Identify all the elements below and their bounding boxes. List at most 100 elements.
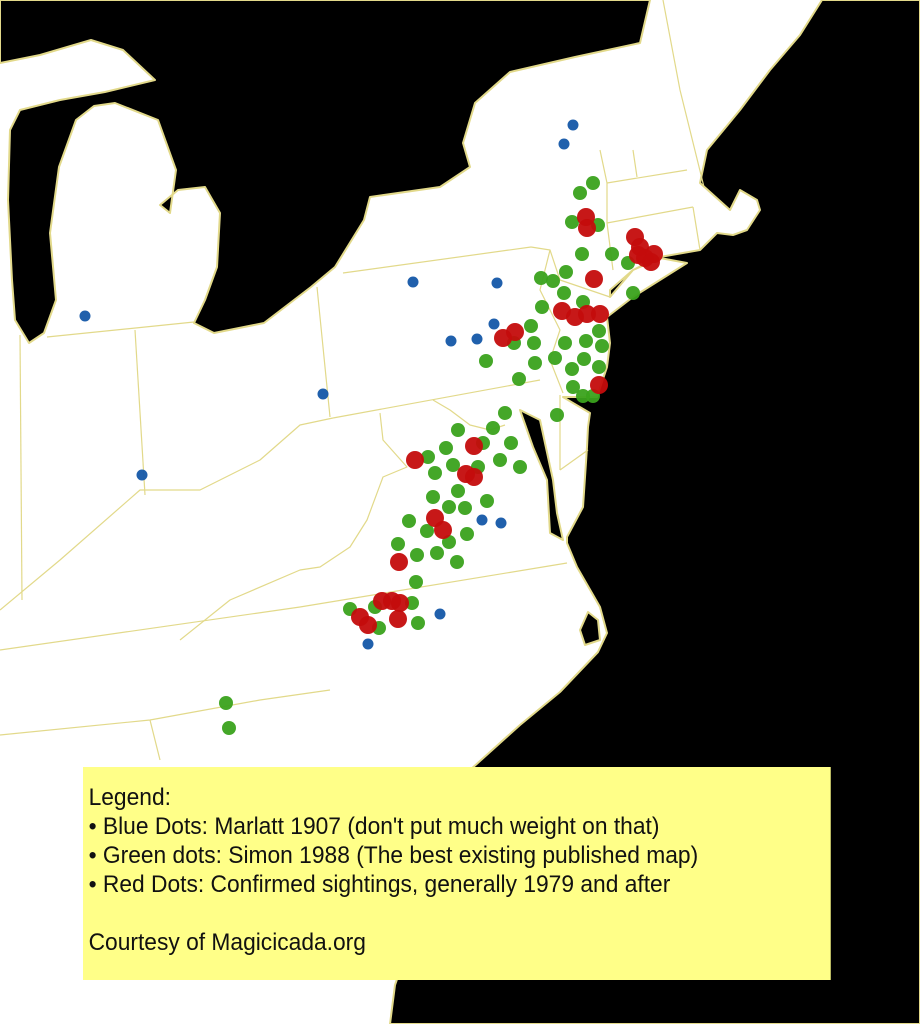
green-dot <box>442 500 456 514</box>
state-border <box>46 321 195 338</box>
green-dot <box>576 389 590 403</box>
green-dot <box>559 265 573 279</box>
state-border <box>692 206 701 251</box>
blue-dot <box>471 333 483 345</box>
state-border <box>149 719 161 761</box>
red-dot <box>578 305 596 323</box>
green-dot <box>411 616 425 630</box>
green-dot <box>546 274 560 288</box>
blue-dot <box>558 138 570 150</box>
red-dot <box>406 451 424 469</box>
state-border <box>134 329 146 496</box>
blue-dot <box>317 388 329 400</box>
green-dot <box>504 436 518 450</box>
green-dot <box>513 460 527 474</box>
green-dot <box>548 351 562 365</box>
blue-dot <box>79 310 91 322</box>
red-dot <box>590 376 608 394</box>
state-border <box>606 206 694 224</box>
state-border <box>0 562 568 651</box>
green-dot <box>575 247 589 261</box>
legend-credit: Courtesy of Magicicada.org <box>88 929 366 956</box>
state-border <box>662 0 705 188</box>
green-dot <box>426 490 440 504</box>
blue-dot <box>488 318 500 330</box>
green-dot <box>446 458 460 472</box>
green-dot <box>527 336 541 350</box>
dots-layer <box>79 119 663 735</box>
legend-item-green: • Green dots: Simon 1988 (The best exist… <box>88 842 699 869</box>
blue-dot <box>136 469 148 481</box>
blue-dot <box>495 517 507 529</box>
green-dot <box>557 286 571 300</box>
green-dot <box>550 408 564 422</box>
pamlico-sound <box>579 611 601 646</box>
state-border <box>559 449 589 471</box>
green-dot <box>460 527 474 541</box>
state-border <box>632 149 638 178</box>
blue-dot <box>476 514 488 526</box>
green-dot <box>450 555 464 569</box>
state-border <box>342 246 532 274</box>
green-dot <box>391 537 405 551</box>
legend-item-red: • Red Dots: Confirmed sightings, general… <box>88 871 671 898</box>
green-dot <box>524 319 538 333</box>
green-dot <box>451 423 465 437</box>
legend-item-blue: • Blue Dots: Marlatt 1907 (don't put muc… <box>88 813 660 840</box>
green-dot <box>595 339 609 353</box>
red-dot <box>465 437 483 455</box>
green-dot <box>534 271 548 285</box>
green-dot <box>558 336 572 350</box>
green-dot <box>626 286 640 300</box>
green-dot <box>479 354 493 368</box>
state-border <box>179 412 408 641</box>
blue-dot <box>407 276 419 288</box>
green-dot <box>409 575 423 589</box>
green-dot <box>605 247 619 261</box>
blue-dot <box>434 608 446 620</box>
red-dot <box>585 270 603 288</box>
state-border <box>19 334 23 601</box>
red-dot <box>494 329 512 347</box>
green-dot <box>486 421 500 435</box>
state-border <box>332 379 541 419</box>
green-dot <box>586 176 600 190</box>
state-border <box>530 246 611 298</box>
state-border <box>606 169 688 184</box>
red-dot <box>629 246 647 264</box>
green-dot <box>573 186 587 200</box>
green-dot <box>428 466 442 480</box>
green-dot <box>512 372 526 386</box>
green-dot <box>420 524 434 538</box>
blue-dot <box>567 119 579 131</box>
green-dot <box>565 215 579 229</box>
green-dot <box>402 514 416 528</box>
state-border <box>599 149 614 271</box>
green-dot <box>528 356 542 370</box>
green-dot <box>410 548 424 562</box>
state-border <box>0 689 331 736</box>
green-dot <box>498 406 512 420</box>
blue-dot <box>491 277 503 289</box>
red-dot <box>591 305 609 323</box>
red-dot <box>389 610 407 628</box>
red-dot <box>434 521 452 539</box>
green-dot <box>222 721 236 735</box>
green-dot <box>421 450 435 464</box>
green-dot <box>579 334 593 348</box>
red-dot <box>465 468 483 486</box>
green-dot <box>566 380 580 394</box>
green-dot <box>493 453 507 467</box>
green-dot <box>430 546 444 560</box>
green-dot <box>480 494 494 508</box>
state-border <box>0 417 334 611</box>
legend-title: Legend: <box>88 784 171 811</box>
great-lakes-and-canada <box>0 0 651 344</box>
red-dot <box>390 553 408 571</box>
blue-dot <box>445 335 457 347</box>
green-dot <box>592 324 606 338</box>
green-dot <box>458 501 472 515</box>
blue-dot <box>362 638 374 650</box>
green-dot <box>535 300 549 314</box>
